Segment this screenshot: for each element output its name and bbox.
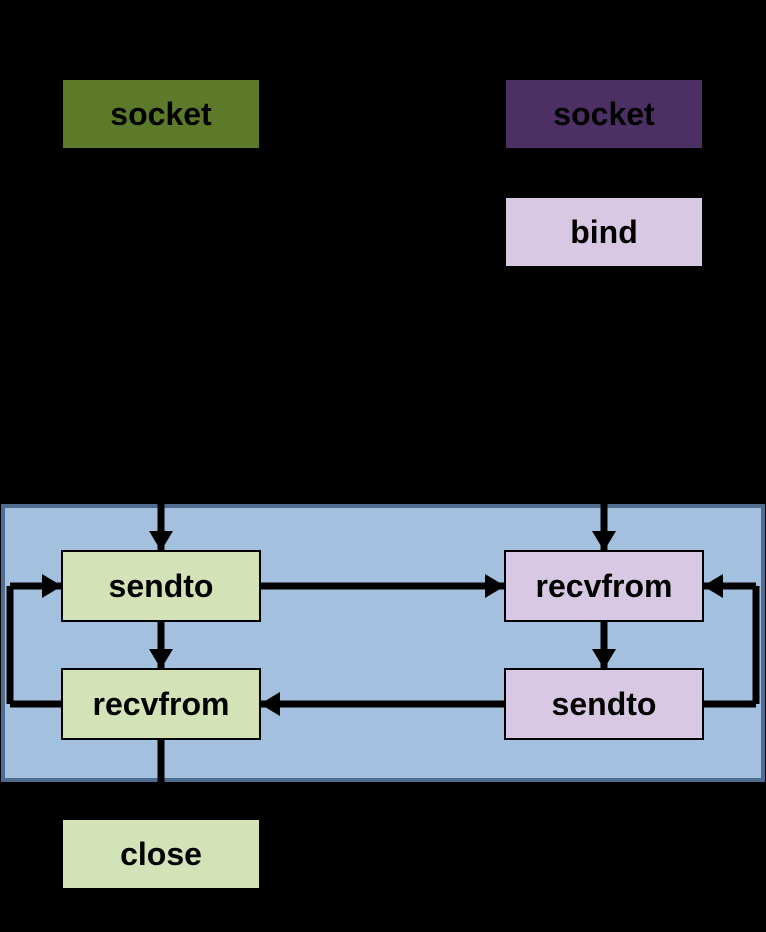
node-client_sendto: sendto [62, 551, 260, 621]
node-server_recvfrom: recvfrom [505, 551, 703, 621]
node-label-server_socket: socket [553, 96, 655, 132]
node-server_sendto: sendto [505, 669, 703, 739]
node-server_socket: socket [505, 79, 703, 149]
node-server_bind: bind [505, 197, 703, 267]
udp-socket-flowchart: socket socket bind sendto recvfrom recvfrom se… [0, 0, 766, 932]
node-label-server_bind: bind [570, 214, 638, 250]
node-client_recvfrom: recvfrom [62, 669, 260, 739]
node-client_socket: socket [62, 79, 260, 149]
node-label-server_sendto: sendto [552, 686, 657, 722]
node-label-client_recvfrom: recvfrom [93, 686, 230, 722]
node-label-server_recvfrom: recvfrom [536, 568, 673, 604]
node-client_close: close [62, 819, 260, 889]
node-label-client_socket: socket [110, 96, 212, 132]
node-label-client_close: close [120, 836, 202, 872]
node-label-client_sendto: sendto [109, 568, 214, 604]
